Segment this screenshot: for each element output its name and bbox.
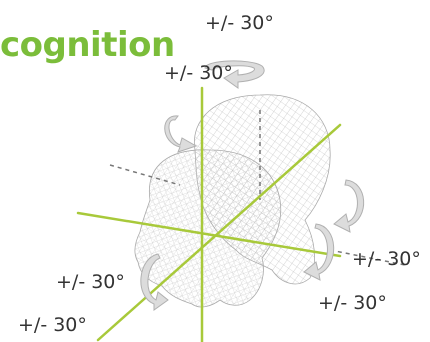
page-title: cognition: [0, 25, 175, 65]
angle-label-lower-left: +/- 30°: [56, 271, 125, 293]
head-mesh-front: [134, 149, 282, 308]
axis-dashes: [109, 110, 406, 266]
diagonal-axis: [96, 123, 342, 342]
rotation-arrow-right: [333, 179, 365, 233]
angle-label-bottom-left: +/- 30°: [18, 314, 87, 336]
angle-label-right: +/- 30°: [352, 248, 421, 270]
rotation-arrow-left: [164, 115, 198, 153]
axes: [76, 86, 342, 342]
rotation-arrow-top: [204, 60, 265, 89]
horizontal-axis: [76, 211, 342, 258]
angle-label-top: +/- 30°: [205, 12, 274, 34]
angle-label-upper-left: +/- 30°: [164, 62, 233, 84]
angle-label-lower-right: +/- 30°: [318, 292, 387, 314]
rotation-arrow-lower-right: [303, 223, 335, 281]
rotation-arrow-lower-left: [140, 253, 169, 311]
